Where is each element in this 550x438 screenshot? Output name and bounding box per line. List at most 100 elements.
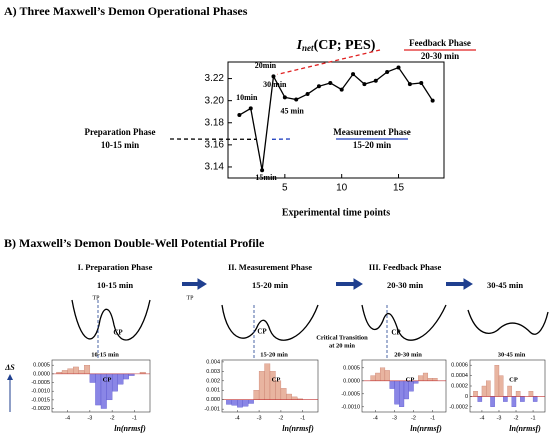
bar [418,375,424,381]
well [467,309,549,335]
bar [226,399,232,405]
y-tick-label: 0.0000 [343,378,360,384]
y-tick-label: 0.001 [206,388,220,394]
mini-xlabel: ln(nrmsf) [410,424,442,433]
point-label: 45 min [281,106,305,115]
bar [427,378,433,381]
x-tick-label: -2 [411,415,416,421]
bar [286,393,292,400]
x-tick-label: -3 [497,415,502,421]
bar [280,388,287,400]
bar [422,372,429,381]
bar [394,380,400,405]
point [305,92,310,97]
point [237,113,242,118]
point [271,74,276,79]
tp-label: TP [186,295,194,301]
x-tick-label: -3 [392,415,397,421]
y-tick-label: -0.0010 [31,389,50,395]
y-tick-label: 0 [465,394,468,400]
phase-time: 15-20 min [252,280,288,290]
y-tick-label: 0.003 [206,369,220,375]
x-tick-label: -1 [430,415,435,421]
mini-label: 20-30 min [394,351,422,358]
arrow-head [197,278,207,290]
bar [258,371,265,400]
point [316,84,321,89]
arrow-head [353,278,363,290]
point [407,82,412,87]
phase-time: 15-20 min [353,140,391,150]
plot-frame [227,61,445,179]
y-tick-label: 0.0004 [451,373,468,379]
cp-label: CP [391,329,401,337]
mini-cp: CP [406,376,415,383]
point [294,97,299,102]
x-tick-label: -3 [257,415,262,421]
bar [507,385,512,397]
phase-title: II. Measurement Phase [228,262,312,272]
well [71,299,151,341]
bar [379,367,386,381]
bar [515,391,521,397]
phase-title: I. Preparation Phase [78,262,153,272]
mini-xlabel: ln(nrmsf) [282,424,314,433]
y-tick-label: -0.0005 [31,380,50,386]
title-rest: (CP; PES) [314,38,376,53]
x-tick-label: 5 [282,183,288,194]
y-tick-label: -0.0002 [449,404,468,410]
point [419,80,424,85]
y-tick-label: -0.001 [204,407,220,413]
point [396,65,401,70]
bar [490,396,495,407]
delta-s-arrow-head [7,374,13,380]
bar [231,399,238,406]
phase-time: 10-15 min [101,140,139,150]
bar [61,370,68,375]
point [339,87,344,92]
phase-name: Feedback Phase [409,38,471,48]
bar [117,373,124,385]
bar [528,391,534,397]
critical-note: at 20 min [329,342,355,349]
phase-arrow [277,49,381,75]
x-tick-label: -4 [479,415,484,421]
line [239,66,434,171]
bar [532,396,538,402]
bar [494,365,500,397]
mini-cp: CP [272,376,281,383]
bar [89,373,96,383]
x-tick-label: -4 [235,415,240,421]
phase-time: 20-30 min [421,51,459,61]
delta-s: ΔS [4,363,15,372]
y-tick-label: 0.002 [206,378,220,384]
mini-label: 15-20 min [260,351,288,358]
chart-title: Inet(CP; PES) [296,38,376,53]
tp-label: TP [92,295,100,301]
point-label: 15min [255,173,277,182]
y-tick-label: -0.0010 [341,404,360,410]
x-tick-label: -2 [110,415,115,421]
bar [511,396,517,407]
x-tick-label: 15 [393,183,405,194]
phase-name: Preparation Phase [84,127,155,137]
cp-label: CP [257,328,267,336]
y-tick-label: 3.20 [205,95,225,106]
point-label: 20min [255,61,277,70]
point [362,82,367,87]
x-tick-label: -4 [65,415,70,421]
bar [473,391,478,397]
x-tick-label: -2 [278,415,283,421]
arrows [182,278,473,290]
panel-b-heading: B) Maxwell’s Demon Double-Well Potential… [4,236,265,250]
point [248,106,253,111]
y-tick-label: 0.0005 [33,363,50,369]
x-tick-label: 10 [336,183,348,194]
bar [520,396,525,402]
x-tick-label: -1 [531,415,536,421]
mini-label: 30-45 min [498,351,526,358]
bar [237,399,243,408]
critical-note: Critical Transition [316,334,368,341]
bar [384,370,390,381]
